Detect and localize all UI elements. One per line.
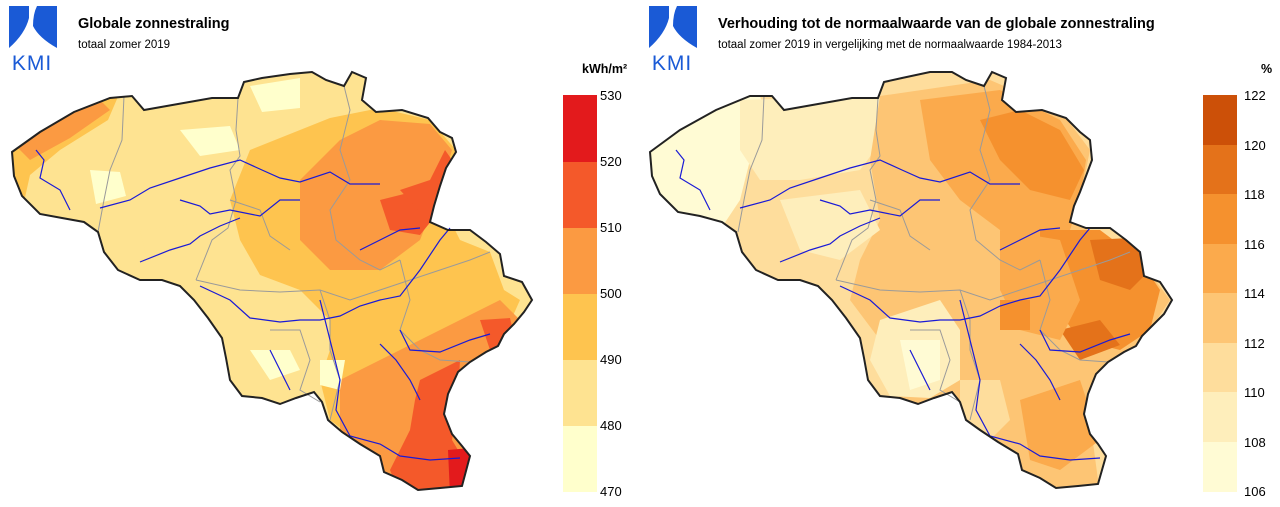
left-panel: KMI Globale zonnestraling totaal zomer 2… [5, 4, 628, 499]
kmi-logo-mark [9, 6, 57, 48]
kmi-logo: KMI [645, 4, 699, 74]
legend-tick: 470 [600, 484, 622, 499]
legend-tick: 118 [1244, 187, 1265, 202]
belgium-map-ratio [649, 71, 1173, 489]
legend-swatch [1203, 244, 1237, 293]
rivers [35, 149, 491, 461]
belgium-map-radiation [11, 71, 533, 491]
province-boundaries [737, 85, 1131, 421]
legend-tick: 110 [1244, 385, 1265, 400]
kmi-logo-mark [649, 6, 697, 48]
province-boundaries [97, 85, 491, 421]
kmi-logo: KMI [5, 4, 59, 74]
legend-swatch [563, 162, 597, 228]
legend-tick: 520 [600, 154, 622, 169]
legend-swatch [1203, 343, 1237, 392]
legend-tick: 116 [1244, 237, 1265, 252]
legend-swatch [1203, 392, 1237, 442]
legend-swatch [1203, 145, 1237, 194]
legend-tick: 510 [600, 220, 622, 235]
kmi-logo-text: KMI [651, 52, 693, 75]
legend-tick: 530 [600, 88, 622, 103]
legend-unit: % [1261, 62, 1273, 76]
legend-swatch [563, 228, 597, 294]
kmi-logo-text: KMI [11, 52, 53, 75]
legend-tick: 480 [600, 418, 622, 433]
map-subtitle: totaal zomer 2019 in vergelijking met de… [718, 39, 1062, 51]
legend-colorbar [563, 95, 597, 492]
legend-swatch [563, 95, 597, 162]
legend-swatch [1203, 442, 1237, 492]
rivers [675, 149, 1131, 461]
map-title: Verhouding tot de normaalwaarde van de g… [718, 16, 1155, 32]
legend-tick: 108 [1244, 435, 1266, 450]
legend-tick: 122 [1244, 88, 1266, 103]
map-subtitle: totaal zomer 2019 [78, 39, 171, 51]
legend-swatch [1203, 194, 1237, 244]
legend-tick: 490 [600, 352, 622, 367]
map-title: Globale zonnestraling [78, 16, 230, 32]
legend-tick: 114 [1244, 286, 1265, 301]
legend-swatch [563, 426, 597, 492]
legend-colorbar [1203, 95, 1237, 492]
legend-tick: 106 [1244, 484, 1266, 499]
legend-unit: kWh/m² [582, 62, 628, 76]
legend-swatch [1203, 95, 1237, 145]
legend-swatch [563, 294, 597, 360]
legend-swatch [563, 360, 597, 426]
legend-tick: 500 [600, 286, 622, 301]
right-panel: KMI Verhouding tot de normaalwaarde van … [640, 0, 1280, 507]
legend-tick: 120 [1244, 138, 1266, 153]
legend-tick: 112 [1244, 336, 1265, 351]
legend-swatch [1203, 293, 1237, 343]
